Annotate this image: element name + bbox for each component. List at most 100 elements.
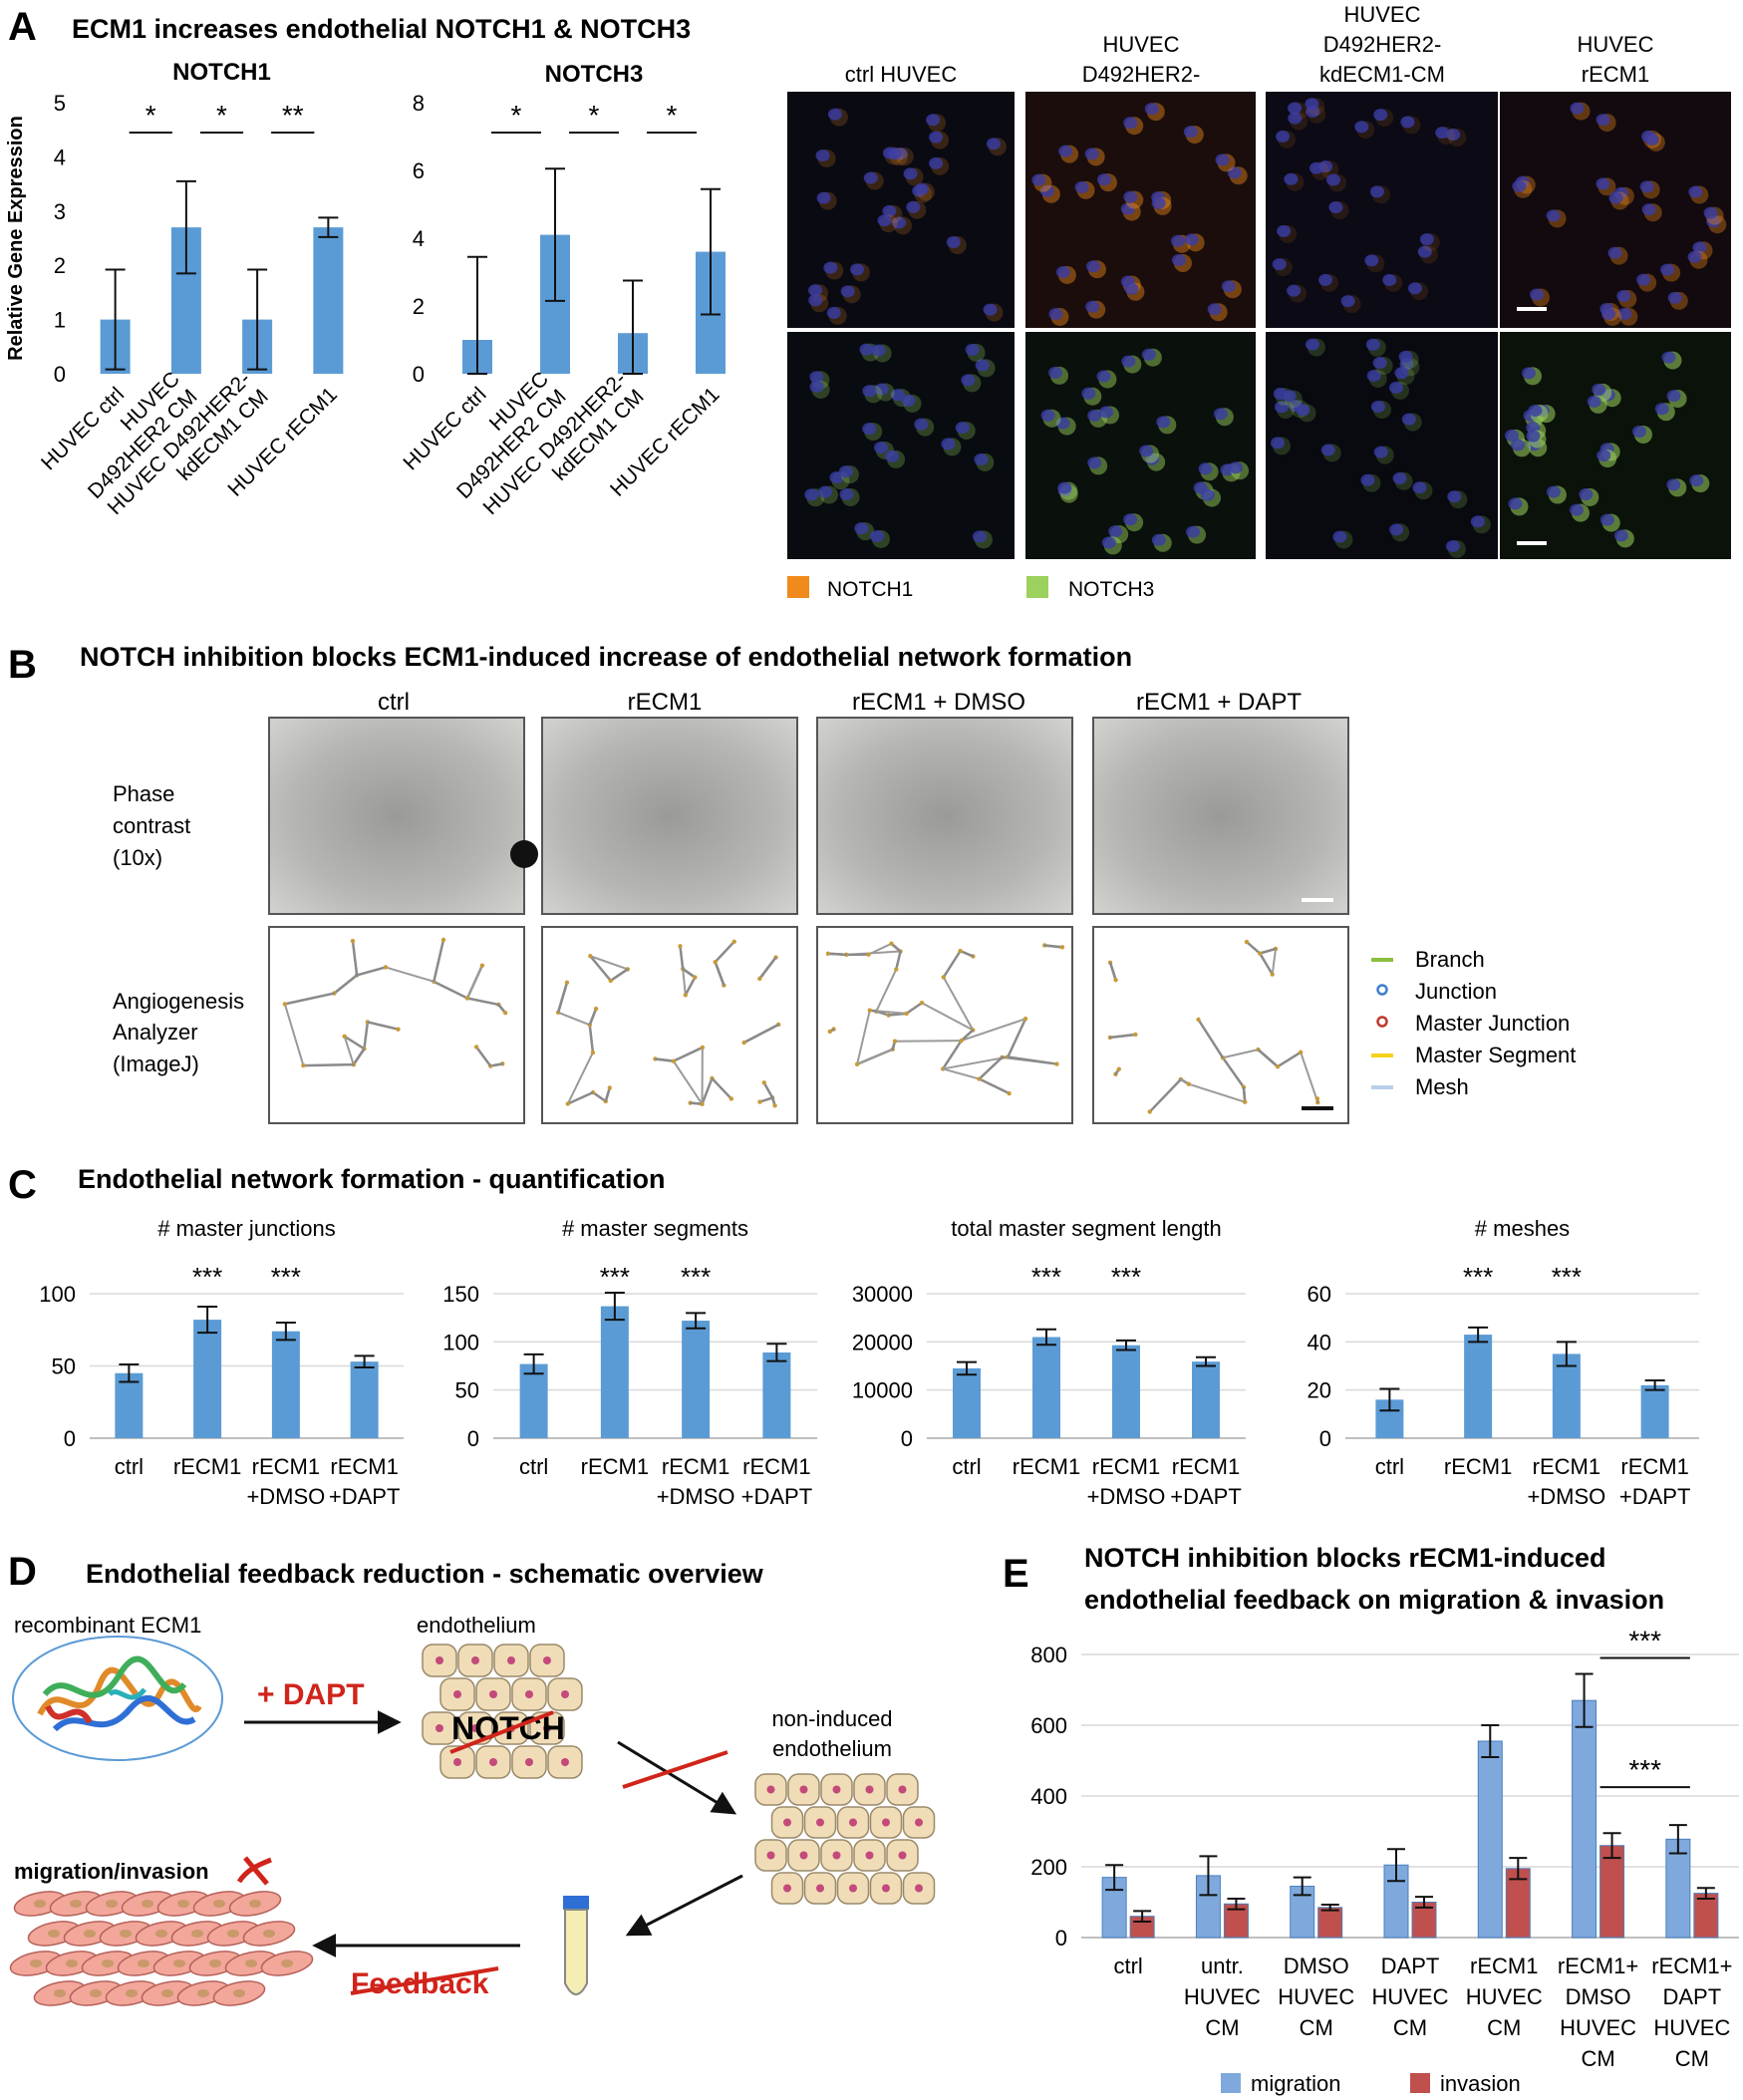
col-label-recm1-dapt: rECM1 + DAPT <box>1136 689 1302 716</box>
significance-label: *** <box>192 1262 222 1292</box>
x-tick-label: rECM1 <box>1620 1454 1688 1479</box>
x-tick-label: untr. <box>1201 1953 1244 1978</box>
strike-mark <box>350 1966 499 1995</box>
x-tick-label: DAPT <box>1381 1953 1440 1978</box>
chart-title: # master junctions <box>157 1216 336 1241</box>
significance-label: *** <box>271 1262 301 1292</box>
y-tick-label: 200 <box>1030 1855 1067 1880</box>
non-induced-label: endothelium <box>772 1736 892 1761</box>
y-tick-label: 3 <box>54 199 66 224</box>
x-tick-label: rECM1 <box>330 1454 398 1479</box>
x-tick-label: HUVEC <box>1653 2015 1730 2040</box>
analyzer-legend: Branch Junction Master Junction Master Segm… <box>1371 947 1576 1099</box>
phase-image-recm1-dapt <box>1092 717 1349 915</box>
x-tick-label: +DMSO <box>1087 1484 1166 1509</box>
significance-label: *** <box>1552 1262 1582 1292</box>
significance-label: *** <box>681 1262 711 1292</box>
y-tick-label: 50 <box>455 1378 479 1403</box>
x-tick-label: rECM1 <box>252 1454 320 1479</box>
significance-label: * <box>145 100 156 131</box>
chart-title: # master segments <box>562 1216 748 1241</box>
x-tick-label: HUVEC <box>1371 1984 1448 2009</box>
legend-swatch-notch1 <box>787 576 809 598</box>
bar <box>1552 1353 1581 1438</box>
significance-label: * <box>511 100 522 131</box>
x-tick-label: ctrl <box>519 1454 548 1479</box>
y-tick-label: 1 <box>54 308 66 333</box>
cross-mark-icon <box>236 1856 272 1886</box>
bar <box>1112 1345 1140 1438</box>
bar <box>193 1320 222 1438</box>
x-tick-label: rECM1 <box>1470 1953 1538 1978</box>
chart-title: total master segment length <box>951 1216 1221 1241</box>
protein-structure-icon <box>37 1655 202 1732</box>
y-tick-label: 0 <box>413 362 425 387</box>
y-tick-label: 0 <box>54 362 66 387</box>
x-tick-label: +DAPT <box>741 1484 813 1509</box>
significance-label: *** <box>1463 1262 1493 1292</box>
x-tick-label: ctrl <box>952 1454 981 1479</box>
bar <box>350 1361 379 1438</box>
x-tick-label: CM <box>1487 2015 1521 2040</box>
y-tick-label: 50 <box>52 1354 76 1379</box>
legend-label: Mesh <box>1415 1074 1469 1099</box>
recombinant-label: recombinant ECM1 <box>14 1613 201 1638</box>
x-tick-label: +DAPT <box>1170 1484 1242 1509</box>
micro-notch3-kdecm1 <box>1266 332 1498 559</box>
micro-col-label: HUVEC <box>1577 32 1653 57</box>
phase-image-ctrl <box>268 717 525 915</box>
endothelium-label: endothelium <box>417 1613 536 1638</box>
phase-image-recm1-dmso <box>816 717 1073 915</box>
analyzer-image-recm1 <box>541 926 798 1124</box>
bar <box>115 1372 144 1438</box>
x-tick-label: CM <box>1581 2046 1614 2071</box>
x-tick-label: CM <box>1205 2015 1239 2040</box>
x-tick-label: ctrl <box>1375 1454 1404 1479</box>
significance-label: * <box>216 100 227 131</box>
micro-notch1-d492her2 <box>1025 92 1256 328</box>
tube-icon <box>563 1896 589 1995</box>
micro-notch3-d492her2 <box>1025 332 1256 559</box>
x-tick-label: HUVEC <box>1278 1984 1354 2009</box>
chart-title: NOTCH3 <box>545 61 644 88</box>
x-tick-label: rECM1 <box>581 1454 649 1479</box>
x-tick-label: CM <box>1393 2015 1427 2040</box>
significance-label: *** <box>1628 1626 1661 1656</box>
analyzer-images <box>268 926 1349 1124</box>
y-tick-label: 2 <box>54 253 66 278</box>
micro-notch1-ctrl <box>787 92 1015 328</box>
migration-invasion-label: migration/invasion <box>14 1859 209 1884</box>
y-tick-label: 8 <box>413 91 425 116</box>
x-tick-label: ctrl <box>1113 1953 1142 1978</box>
legend-label: Branch <box>1415 947 1485 972</box>
micro-col-label: D492HER2- <box>1082 62 1201 87</box>
endothelium-cells-icon <box>422 1644 583 1779</box>
x-tick-label: DMSO <box>1566 1984 1631 2009</box>
dapt-label: + DAPT <box>257 1678 365 1711</box>
y-tick-label: 600 <box>1030 1713 1067 1738</box>
panel-e-letter: E <box>1003 1552 1029 1596</box>
bar <box>271 1331 300 1438</box>
x-tick-label: HUVEC <box>1184 1984 1261 2009</box>
significance-label: *** <box>1628 1754 1661 1785</box>
bar <box>953 1367 981 1438</box>
bar <box>313 227 344 374</box>
x-tick-label: ctrl <box>115 1454 144 1479</box>
panel-d-title: Endothelial feedback reduction - schemat… <box>86 1559 764 1589</box>
y-tick-label: 100 <box>442 1330 479 1354</box>
bar <box>1572 1699 1598 1939</box>
migrating-cells-icon <box>9 1891 314 2006</box>
micro-notch3-ctrl <box>787 332 1015 559</box>
col-label-recm1-dmso: rECM1 + DMSO <box>852 689 1025 716</box>
row-label-analyzer: Angiogenesis <box>113 989 244 1014</box>
panel-e-title: endothelial feedback on migration & inva… <box>1084 1585 1664 1615</box>
y-tick-label: 2 <box>413 294 425 319</box>
y-tick-label: 4 <box>54 145 66 169</box>
bar <box>682 1321 711 1438</box>
analyzer-image-ctrl <box>268 926 525 1124</box>
strike-mark <box>622 1750 728 1789</box>
y-tick-label: 10000 <box>852 1378 913 1403</box>
